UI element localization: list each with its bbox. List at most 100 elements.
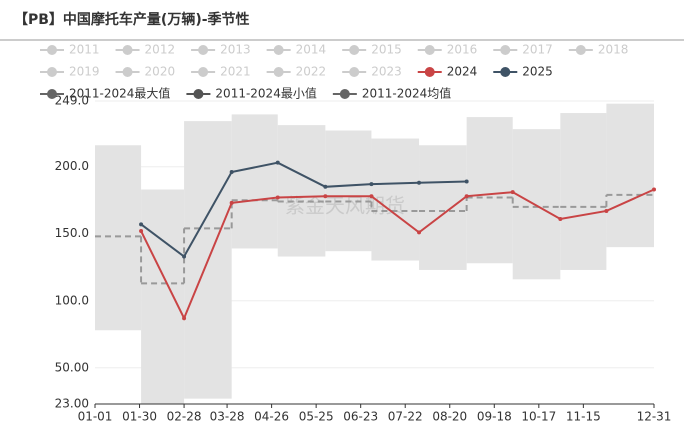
legend-label: 2011-2024均值 — [362, 86, 451, 101]
legend-item[interactable]: 2011-2024均值 — [332, 86, 451, 101]
legend-marker — [122, 45, 133, 55]
point — [464, 194, 469, 199]
range-band — [419, 145, 467, 270]
legend-label: 2020 — [145, 65, 176, 79]
range-band — [560, 113, 607, 270]
point — [275, 195, 280, 200]
legend-label: 2017 — [522, 43, 553, 57]
point — [417, 230, 422, 235]
legend-label: 2011 — [69, 43, 100, 57]
legend-item[interactable]: 2020 — [115, 65, 176, 79]
point — [182, 254, 187, 259]
legend-label: 2015 — [371, 43, 402, 57]
point — [369, 194, 374, 199]
x-tick-label: 09-18 — [477, 410, 512, 424]
point — [323, 194, 328, 199]
legend-item[interactable]: 2025 — [493, 65, 553, 79]
point — [510, 190, 515, 195]
x-tick-label: 10-17 — [521, 410, 556, 424]
x-tick-label: 03-28 — [210, 410, 245, 424]
legend-label: 2024 — [447, 65, 478, 79]
legend-marker — [273, 67, 284, 77]
y-tick-label: 200.0 — [55, 159, 89, 173]
legend-item[interactable]: 2023 — [342, 65, 402, 79]
legend-marker — [339, 89, 350, 99]
range-band — [95, 145, 142, 331]
x-tick-label: 12-31 — [637, 410, 672, 424]
legend-marker — [273, 45, 284, 55]
point — [652, 187, 656, 192]
legend-label: 2011-2024最大值 — [69, 86, 170, 101]
x-tick-label: 07-22 — [388, 410, 423, 424]
legend-item[interactable]: 2024 — [417, 65, 478, 79]
legend-marker — [47, 89, 57, 99]
point — [464, 179, 469, 184]
chart-title: 【PB】中国摩托车产量(万辆)-季节性 — [14, 11, 250, 28]
legend-label: 2021 — [220, 65, 251, 79]
point — [229, 200, 234, 205]
x-tick-label: 01-30 — [122, 410, 157, 424]
x-tick-label: 05-25 — [299, 410, 334, 424]
x-tick-label: 08-20 — [432, 410, 467, 424]
legend-item[interactable]: 2014 — [266, 43, 327, 57]
legend-item[interactable]: 2016 — [417, 43, 478, 57]
legend-label: 2025 — [522, 65, 553, 79]
legend-marker — [47, 45, 57, 55]
x-tick-label: 02-28 — [167, 410, 202, 424]
legend-label: 2016 — [447, 43, 478, 57]
point — [275, 160, 280, 165]
legend-marker — [122, 67, 133, 77]
legend-item[interactable]: 2021 — [191, 65, 251, 79]
legend-item[interactable]: 2018 — [568, 43, 629, 57]
point — [558, 216, 563, 221]
legend-label: 2012 — [145, 43, 176, 57]
legend-label: 2014 — [296, 43, 327, 57]
legend-label: 2013 — [220, 43, 251, 57]
range-band — [141, 189, 185, 404]
legend-item[interactable]: 2011-2024最大值 — [40, 86, 170, 101]
y-tick-label: 23.00 — [55, 397, 89, 411]
legend-marker — [198, 45, 209, 55]
legend-marker — [424, 67, 435, 77]
legend-item[interactable]: 2012 — [115, 43, 176, 57]
range-band — [512, 129, 561, 280]
legend-label: 2018 — [598, 43, 629, 57]
x-tick-label: 11-15 — [566, 410, 601, 424]
range-band — [371, 138, 420, 261]
legend-item[interactable]: 2019 — [40, 65, 100, 79]
legend-marker — [424, 45, 435, 55]
legend-marker — [198, 67, 209, 77]
legend-marker — [47, 67, 57, 77]
point — [417, 180, 422, 185]
x-tick-label: 01-01 — [78, 410, 113, 424]
legend-marker — [349, 45, 360, 55]
legend-item[interactable]: 2013 — [191, 43, 251, 57]
legend-item[interactable]: 2017 — [493, 43, 553, 57]
point — [139, 222, 144, 227]
legend-marker — [575, 45, 586, 55]
legend-item[interactable]: 2022 — [266, 65, 327, 79]
legend-marker — [193, 89, 204, 99]
series-line — [140, 188, 655, 321]
legend-marker — [500, 45, 511, 55]
legend-label: 2022 — [296, 65, 327, 79]
range-band — [277, 125, 326, 257]
legend-item[interactable]: 2011 — [40, 43, 100, 57]
point — [604, 208, 609, 213]
legend-label: 2011-2024最小值 — [215, 86, 316, 101]
legend-marker — [500, 67, 511, 77]
x-tick-label: 06-23 — [343, 410, 378, 424]
legend-item[interactable]: 2011-2024最小值 — [186, 86, 317, 101]
legend-item[interactable]: 2015 — [342, 43, 402, 57]
range-band — [325, 130, 372, 252]
point — [229, 170, 234, 175]
point — [182, 316, 187, 321]
range-band — [231, 114, 278, 249]
y-tick-label: 100.0 — [55, 293, 89, 307]
legend-label: 2023 — [371, 65, 402, 79]
range-band — [606, 103, 654, 248]
point — [369, 182, 374, 187]
point — [139, 229, 144, 234]
legend-label: 2019 — [69, 65, 100, 79]
